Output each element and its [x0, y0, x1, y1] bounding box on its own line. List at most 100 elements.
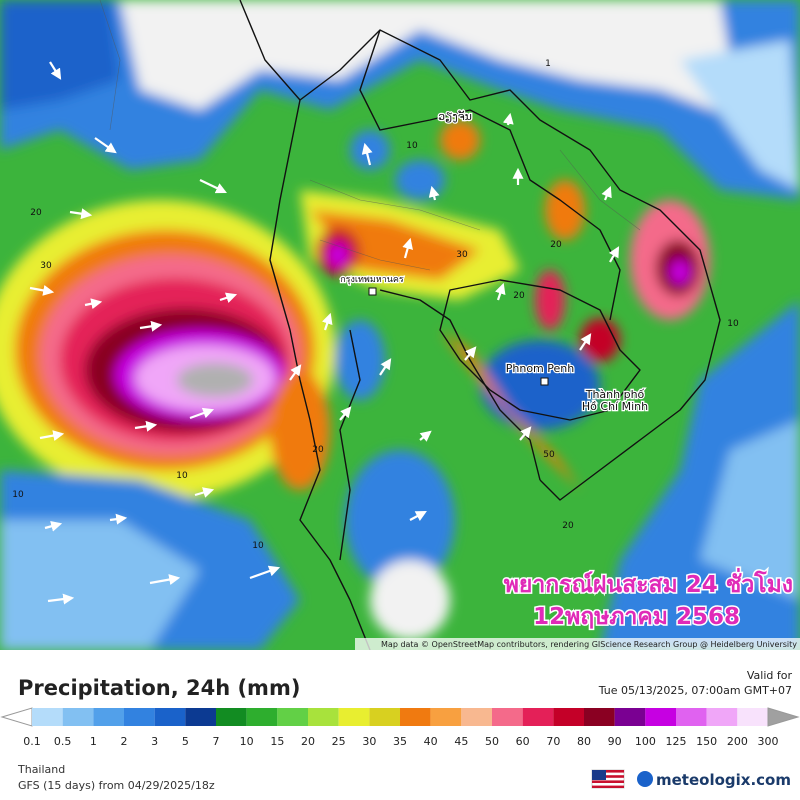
contour-label: 20: [312, 445, 324, 455]
place-label: Phnom Penh: [506, 362, 574, 375]
valid-label: Valid for: [747, 669, 793, 682]
colorbar-label: 2: [121, 735, 128, 748]
wind-arrow: [194, 487, 215, 498]
colorbar-label: 125: [666, 735, 687, 748]
legend-title: Precipitation, 24h (mm): [18, 676, 300, 700]
contour-label: 20: [562, 521, 574, 531]
color-swatch: [400, 708, 431, 726]
wind-arrow: [608, 246, 620, 263]
colorbar-label: 200: [727, 735, 748, 748]
wind-arrow: [139, 320, 163, 332]
wind-arrow: [49, 61, 62, 80]
color-swatch: [676, 708, 707, 726]
color-swatch: [492, 708, 523, 726]
colorbar-under: [0, 707, 33, 727]
color-swatch: [706, 708, 738, 726]
colorbar-label: 45: [454, 735, 468, 748]
wind-arrow: [249, 565, 281, 580]
colorbar-label: 300: [758, 735, 779, 748]
color-swatch: [338, 708, 370, 726]
colorbar: 0.1 0.5 1 2 3 5 7 10 15 20 25 30 35 40 45 50 60 70 80 90 100…: [0, 707, 800, 748]
wind-arrow: [219, 292, 238, 304]
color-swatch: [461, 708, 492, 726]
contour-label: 1: [545, 59, 551, 69]
place-label: Hồ Chí Minh: [582, 400, 648, 413]
colorbar-label: 15: [270, 735, 284, 748]
colorbar-label: 80: [577, 735, 591, 748]
map: 20 30 10 10 20 30 20 20 10 10 50 20 10 1 ວຽງຈັນ กรุงเ…: [0, 0, 800, 650]
wind-arrow: [149, 574, 181, 585]
color-swatch: [93, 708, 124, 726]
color-swatch: [62, 708, 94, 726]
wind-arrow: [44, 520, 63, 532]
wind-arrows: [29, 61, 620, 605]
wind-arrow: [402, 237, 413, 259]
wind-arrow: [84, 298, 103, 310]
wind-arrow: [29, 285, 55, 296]
colorbar-label: 1: [90, 735, 97, 748]
colorbar-label: 35: [393, 735, 407, 748]
place-label: กรุงเทพมหานคร: [340, 275, 404, 285]
colorbar-label: 90: [608, 735, 622, 748]
color-swatch: [737, 708, 768, 726]
color-swatch: [522, 708, 554, 726]
color-swatch: [216, 708, 247, 726]
wind-arrow: [94, 137, 117, 154]
contour-label: 20: [30, 208, 42, 218]
colorbar-over: [767, 707, 800, 727]
color-swatch: [246, 708, 278, 726]
wind-arrow: [601, 185, 612, 201]
wind-arrow: [339, 406, 352, 421]
color-swatch: [645, 708, 676, 726]
contour-label: 50: [543, 450, 555, 460]
color-swatch: [584, 708, 615, 726]
color-swatch: [369, 708, 400, 726]
wind-arrow: [494, 282, 506, 301]
color-swatch: [430, 708, 462, 726]
color-swatch: [308, 708, 339, 726]
colorbar-label: 10: [240, 735, 254, 748]
flag: [591, 769, 625, 789]
color-swatch: [124, 708, 155, 726]
color-swatch: [154, 708, 186, 726]
wind-arrow: [519, 426, 532, 441]
model-run: GFS (15 days) from 04/29/2025/18z: [18, 779, 215, 792]
colorbar-label: 0.5: [54, 735, 72, 748]
wind-arrow: [579, 333, 592, 351]
brand-icon: [637, 771, 653, 787]
wind-arrow: [189, 407, 215, 420]
wind-arrow: [361, 142, 373, 166]
colorbar-label: 25: [332, 735, 346, 748]
wind-arrow: [109, 513, 128, 525]
wind-arrow: [379, 358, 392, 376]
contour-label: 10: [727, 319, 739, 329]
wind-arrow: [464, 346, 477, 361]
city-marker: [540, 377, 549, 386]
colorbar-label: 0.1: [23, 735, 41, 748]
colorbar-label: 30: [362, 735, 376, 748]
wind-arrow: [502, 112, 514, 126]
contour-label: 10: [176, 471, 188, 481]
contour-labels: 20 30 10 10 20 30 20 20 10 10 50 20 10 1: [12, 59, 739, 551]
wind-arrow: [321, 312, 333, 331]
colorbar-label: 7: [213, 735, 220, 748]
wind-arrow: [134, 420, 158, 432]
attribution: Map data © OpenStreetMap contributors, r…: [381, 640, 797, 649]
colorbar-label: 50: [485, 735, 499, 748]
colorbar-label: 3: [151, 735, 158, 748]
color-swatch: [553, 708, 584, 726]
color-swatch: [185, 708, 216, 726]
contour-label: 30: [40, 261, 52, 271]
colorbar-label: 60: [516, 735, 530, 748]
place-label: Thành phố: [585, 388, 645, 401]
contour-label: 10: [252, 541, 264, 551]
wind-arrow: [69, 208, 93, 220]
color-swatch: [614, 708, 646, 726]
contour-label: 30: [456, 250, 468, 260]
contour-label: 10: [12, 490, 24, 500]
colorbar-label: 40: [424, 735, 438, 748]
contour-label: 20: [513, 291, 525, 301]
wind-arrow: [47, 593, 75, 605]
wind-arrow: [409, 510, 427, 521]
